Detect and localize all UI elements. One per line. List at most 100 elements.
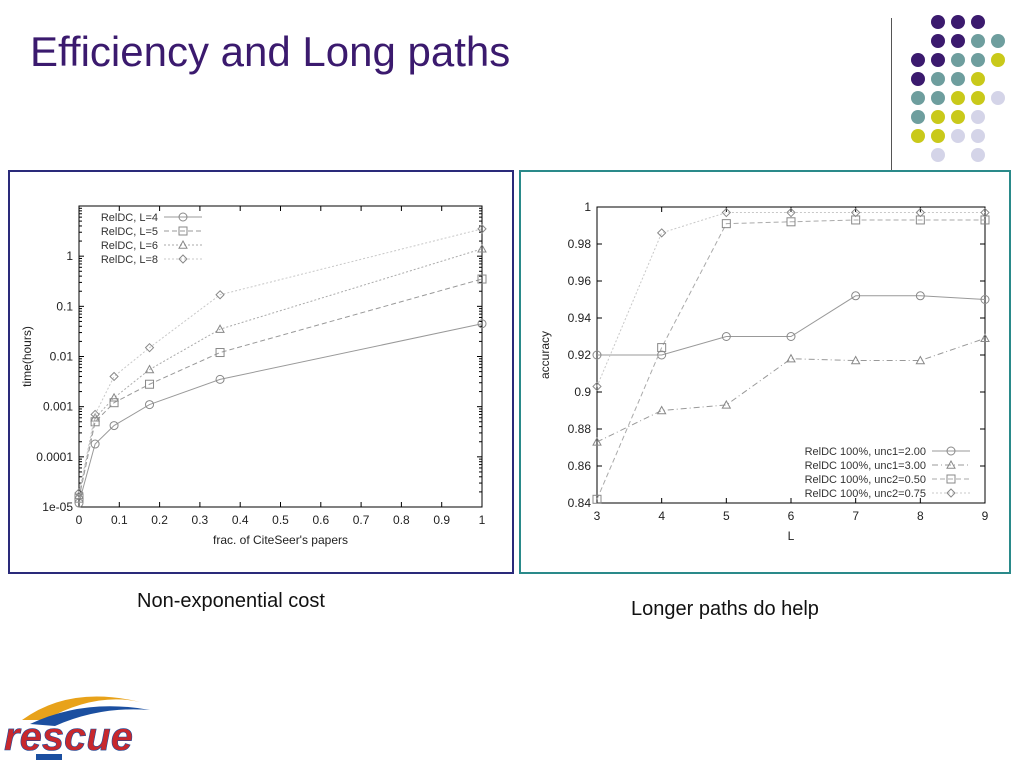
series-line — [78, 248, 483, 496]
decor-dot — [971, 53, 985, 67]
data-point — [145, 400, 155, 410]
data-point — [477, 243, 487, 253]
x-tick-label: 6 — [788, 509, 795, 523]
data-point — [477, 224, 487, 234]
y-tick-label: 0.94 — [568, 311, 592, 325]
y-tick-label: 0.84 — [568, 496, 592, 510]
x-tick-label: 3 — [594, 509, 601, 523]
data-point — [721, 399, 732, 409]
series-line — [596, 219, 985, 500]
decor-dot — [971, 148, 985, 162]
chart-panel-accuracy: 3 4 5 6 7 8 9 0.84 0.86 0.88 0.9 0.92 0.94 0.96 0.98 1 L… — [519, 170, 1011, 574]
x-tick-label: 0.1 — [111, 513, 128, 527]
series-line — [78, 323, 483, 504]
data-point — [980, 333, 990, 343]
chart-time-vs-fraction: 0 0.1 0.2 0.3 0.4 0.5 0.6 0.7 0.8 0.9 1 1e-05 0.0001… — [20, 205, 487, 547]
y-tick-label: 0.9 — [574, 385, 591, 399]
data-point — [145, 379, 155, 389]
legend-marker — [946, 474, 956, 484]
data-point — [74, 488, 84, 498]
x-tick-label: 0.8 — [393, 513, 410, 527]
x-tick-label: 9 — [982, 509, 989, 523]
data-point — [90, 409, 100, 420]
data-point — [915, 355, 926, 365]
data-point — [215, 324, 225, 333]
y-tick-label: 1 — [66, 249, 73, 263]
data-point — [850, 207, 861, 218]
data-point — [109, 392, 119, 402]
legend-marker — [178, 254, 188, 264]
decor-dot — [931, 148, 945, 162]
decorative-dot-grid — [911, 15, 1005, 162]
legend-label: RelDC 100%, unc2=0.75 — [805, 488, 926, 500]
data-point — [915, 207, 926, 218]
data-point — [786, 332, 796, 341]
series-line — [78, 228, 483, 494]
decor-dot — [931, 15, 945, 29]
data-point — [980, 295, 990, 304]
x-tick-label: 0.4 — [232, 513, 249, 527]
x-tick-label: 8 — [917, 509, 924, 523]
data-point — [657, 350, 667, 360]
legend-label: RelDC, L=6 — [101, 240, 158, 252]
y-tick-label: 0.92 — [568, 348, 592, 362]
data-point — [592, 350, 602, 360]
legend-label: RelDC, L=8 — [101, 254, 158, 266]
legend-marker — [946, 446, 956, 456]
decor-dot — [951, 91, 965, 105]
y-tick-label: 1 — [584, 200, 591, 214]
series-line — [597, 295, 986, 356]
slide-title: Efficiency and Long paths — [30, 28, 511, 75]
divider-line — [891, 18, 892, 170]
x-axis-label: L — [788, 529, 795, 543]
y-tick-label: 0.88 — [568, 422, 592, 436]
decor-dot — [951, 110, 965, 124]
decor-dot — [991, 53, 1005, 67]
y-tick-label: 0.98 — [568, 237, 592, 251]
decor-dot — [911, 110, 925, 124]
y-tick-label: 0.86 — [568, 459, 592, 473]
data-point — [786, 353, 796, 363]
legend-label: RelDC, L=4 — [101, 212, 158, 224]
x-tick-label: 0.7 — [353, 513, 370, 527]
logo-swoosh-blue — [30, 706, 150, 726]
decor-dot — [911, 129, 925, 143]
legend-marker — [946, 488, 956, 498]
data-point — [786, 207, 796, 218]
x-tick-label: 0.5 — [272, 513, 289, 527]
data-point — [144, 364, 155, 374]
series-line — [78, 278, 483, 499]
x-tick-label: 4 — [658, 509, 665, 523]
x-tick-label: 5 — [723, 509, 730, 523]
data-point — [477, 319, 487, 329]
data-point — [721, 207, 732, 218]
decor-dot — [951, 15, 965, 29]
data-point — [656, 228, 667, 238]
decor-dot — [931, 53, 945, 67]
legend-label: RelDC 100%, unc1=2.00 — [805, 446, 926, 458]
legend-marker — [946, 459, 956, 469]
data-point — [786, 217, 796, 227]
decor-dot — [911, 53, 925, 67]
y-axis-label: time(hours) — [20, 326, 34, 387]
x-tick-label: 0.6 — [312, 513, 329, 527]
y-tick-label: 1e-05 — [42, 500, 73, 514]
decor-dot — [971, 91, 985, 105]
legend-label: RelDC, L=5 — [101, 226, 158, 238]
data-point — [657, 343, 667, 353]
x-tick-label: 0.9 — [433, 513, 450, 527]
series-line — [596, 212, 985, 387]
data-point — [721, 332, 731, 341]
caption-left: Non-exponential cost — [137, 590, 325, 612]
decor-dot — [951, 129, 965, 143]
data-point — [721, 219, 731, 229]
data-point — [980, 207, 990, 218]
legend-label: RelDC 100%, unc2=0.50 — [805, 474, 926, 486]
x-tick-label: 7 — [852, 509, 859, 523]
x-tick-label: 0.3 — [192, 513, 209, 527]
data-point — [851, 291, 861, 301]
data-point — [144, 342, 155, 353]
caption-right: Longer paths do help — [631, 598, 819, 620]
data-point — [90, 412, 100, 422]
y-tick-label: 0.96 — [568, 274, 592, 288]
